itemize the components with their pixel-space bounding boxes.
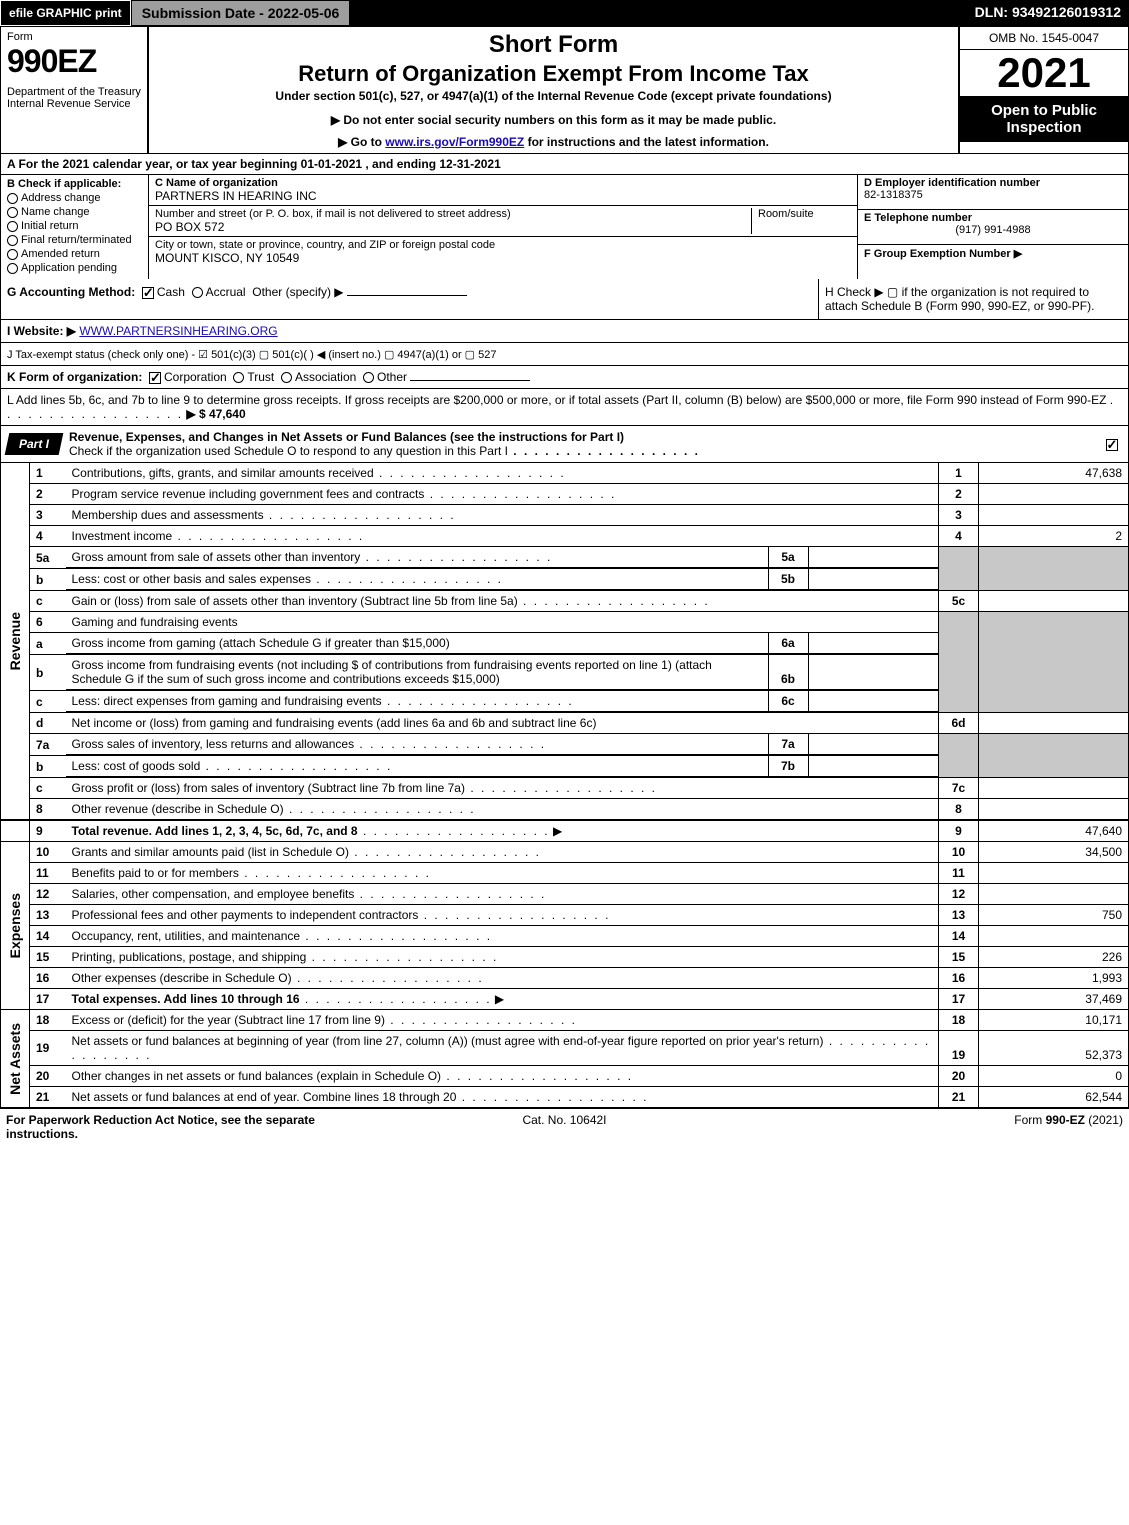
line-18: Net Assets 18Excess or (deficit) for the… [1,1010,1129,1031]
top-bar: efile GRAPHIC print Submission Date - 20… [0,0,1129,26]
city-value: MOUNT KISCO, NY 10549 [155,251,851,265]
line-7c: cGross profit or (loss) from sales of in… [1,778,1129,799]
irs-link[interactable]: www.irs.gov/Form990EZ [385,135,524,149]
short-form-title: Short Form [157,31,950,59]
line-21: 21Net assets or fund balances at end of … [1,1087,1129,1108]
line-13: 13Professional fees and other payments t… [1,905,1129,926]
open-to-public: Open to Public Inspection [960,96,1128,142]
goto-post: for instructions and the latest informat… [524,135,769,149]
row-k-form-org: K Form of organization: Corporation Trus… [0,366,1129,389]
goto-pre: ▶ Go to [338,135,385,149]
dept-label: Department of the Treasury Internal Reve… [7,86,141,110]
col-c: C Name of organization PARTNERS IN HEARI… [149,175,858,279]
form-header: Form 990EZ Department of the Treasury In… [0,26,1129,154]
line-15: 15Printing, publications, postage, and s… [1,947,1129,968]
omb-number: OMB No. 1545-0047 [960,27,1128,50]
tax-year: 2021 [960,50,1128,96]
header-right: OMB No. 1545-0047 2021 Open to Public In… [958,27,1128,153]
check-application-pending[interactable]: Application pending [7,262,142,274]
page-footer: For Paperwork Reduction Act Notice, see … [0,1108,1129,1145]
footer-right: Form 990-EZ (2021) [751,1113,1123,1141]
check-final-return[interactable]: Final return/terminated [7,234,142,246]
line-9: 9Total revenue. Add lines 1, 2, 3, 4, 5c… [1,820,1129,842]
check-amended-return[interactable]: Amended return [7,248,142,260]
e-phone-value: (917) 991-4988 [864,224,1122,236]
e-phone-label: E Telephone number [864,212,1122,224]
header-center: Short Form Return of Organization Exempt… [149,27,958,153]
submission-date: Submission Date - 2022-05-06 [131,0,351,26]
check-initial-return[interactable]: Initial return [7,220,142,232]
efile-print-button[interactable]: efile GRAPHIC print [0,0,131,26]
part1-title: Revenue, Expenses, and Changes in Net As… [61,426,1098,462]
check-trust[interactable] [233,372,244,383]
part1-tab: Part I [5,433,64,455]
check-association[interactable] [281,372,292,383]
line-11: 11Benefits paid to or for members11 [1,863,1129,884]
g-accounting: G Accounting Method: Cash Accrual Other … [1,279,818,319]
return-title: Return of Organization Exempt From Incom… [157,61,950,87]
row-j-tax-exempt: J Tax-exempt status (check only one) - ☑… [0,343,1129,366]
line-3: 3Membership dues and assessments3 [1,505,1129,526]
line-12: 12Salaries, other compensation, and empl… [1,884,1129,905]
form-label: Form [7,31,141,43]
line-7a: 7aGross sales of inventory, less returns… [1,734,1129,756]
org-name: PARTNERS IN HEARING INC [155,189,851,203]
footer-center: Cat. No. 10642I [378,1113,750,1141]
col-def: D Employer identification number 82-1318… [858,175,1128,279]
row-a-tax-year: A For the 2021 calendar year, or tax yea… [0,154,1129,175]
city-label: City or town, state or province, country… [155,239,851,251]
website-link[interactable]: WWW.PARTNERSINHEARING.ORG [79,324,277,338]
check-corporation[interactable] [149,372,161,384]
line-6: 6Gaming and fundraising events [1,612,1129,633]
check-name-change[interactable]: Name change [7,206,142,218]
block-bcdef: B Check if applicable: Address change Na… [0,175,1129,279]
under-section: Under section 501(c), 527, or 4947(a)(1)… [157,89,950,103]
line-5c: cGain or (loss) from sale of assets othe… [1,591,1129,612]
line-20: 20Other changes in net assets or fund ba… [1,1066,1129,1087]
expenses-label: Expenses [7,893,23,958]
d-ein-value: 82-1318375 [864,189,1122,201]
h-schedule-b: H Check ▶ ▢ if the organization is not r… [818,279,1128,319]
f-group-label: F Group Exemption Number ▶ [864,247,1122,260]
line-14: 14Occupancy, rent, utilities, and mainte… [1,926,1129,947]
netassets-label: Net Assets [7,1023,23,1095]
line-19: 19Net assets or fund balances at beginni… [1,1031,1129,1066]
line-4: 4Investment income42 [1,526,1129,547]
ssn-warning: ▶ Do not enter social security numbers o… [157,113,950,127]
c-name-label: C Name of organization [155,177,851,189]
check-address-change[interactable]: Address change [7,192,142,204]
footer-left: For Paperwork Reduction Act Notice, see … [6,1113,378,1141]
col-b: B Check if applicable: Address change Na… [1,175,149,279]
part1-header: Part I Revenue, Expenses, and Changes in… [0,426,1129,463]
goto-line: ▶ Go to www.irs.gov/Form990EZ for instru… [157,135,950,149]
street-label: Number and street (or P. O. box, if mail… [155,208,751,220]
row-l-gross-receipts: L Add lines 5b, 6c, and 7b to line 9 to … [0,389,1129,426]
part1-table: Revenue 1Contributions, gifts, grants, a… [0,463,1129,1108]
room-label: Room/suite [758,208,851,220]
line-16: 16Other expenses (describe in Schedule O… [1,968,1129,989]
line-5a: 5aGross amount from sale of assets other… [1,547,1129,569]
check-accrual[interactable] [192,287,203,298]
row-i-website: I Website: ▶ WWW.PARTNERSINHEARING.ORG [0,320,1129,343]
part1-schedule-o-check[interactable] [1106,439,1118,451]
line-10: Expenses 10Grants and similar amounts pa… [1,842,1129,863]
line-6d: dNet income or (loss) from gaming and fu… [1,713,1129,734]
row-gh: G Accounting Method: Cash Accrual Other … [0,279,1129,320]
revenue-label: Revenue [7,612,23,670]
form-number: 990EZ [7,43,141,80]
line-8: 8Other revenue (describe in Schedule O)8 [1,799,1129,821]
line-17: 17Total expenses. Add lines 10 through 1… [1,989,1129,1010]
street-value: PO BOX 572 [155,220,751,234]
line-1: Revenue 1Contributions, gifts, grants, a… [1,463,1129,484]
d-ein-label: D Employer identification number [864,177,1122,189]
check-cash[interactable] [142,287,154,299]
line-2: 2Program service revenue including gover… [1,484,1129,505]
b-header: B Check if applicable: [7,178,142,190]
header-left: Form 990EZ Department of the Treasury In… [1,27,149,153]
dln: DLN: 93492126019312 [967,0,1129,26]
check-other[interactable] [363,372,374,383]
